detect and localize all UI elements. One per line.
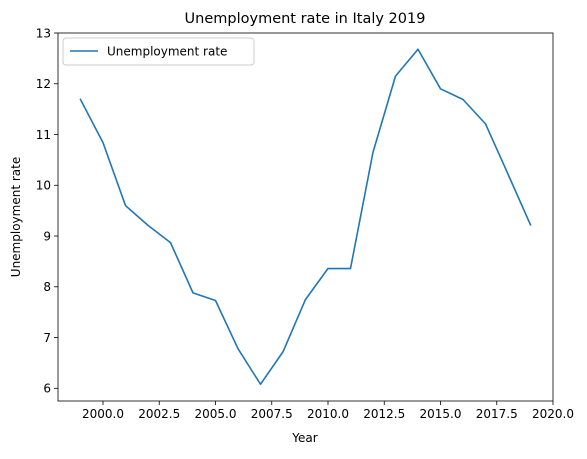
x-tick-label: 2000.0 <box>82 407 124 421</box>
y-tick-label: 6 <box>43 382 51 396</box>
y-tick-label: 10 <box>36 179 51 193</box>
y-axis-title: Unemployment rate <box>9 157 23 277</box>
x-axis-title: Year <box>291 431 317 445</box>
chart-title: Unemployment rate in Italy 2019 <box>185 11 426 27</box>
legend-label: Unemployment rate <box>107 45 227 59</box>
legend: Unemployment rate <box>63 38 254 65</box>
x-tick-label: 2002.5 <box>138 407 180 421</box>
x-tick-label: 2005.0 <box>195 407 237 421</box>
y-tick-label: 11 <box>36 128 51 142</box>
x-tick-label: 2017.5 <box>476 407 518 421</box>
y-tick-label: 8 <box>43 280 51 294</box>
x-tick-label: 2007.5 <box>251 407 293 421</box>
y-tick-label: 12 <box>36 77 51 91</box>
y-tick-label: 9 <box>43 229 51 243</box>
x-tick-label: 2010.0 <box>307 407 349 421</box>
y-tick-label: 13 <box>36 26 51 40</box>
x-tick-label: 2015.0 <box>420 407 462 421</box>
y-tick-label: 7 <box>43 331 51 345</box>
x-tick-label: 2012.5 <box>363 407 405 421</box>
x-tick-label: 2020.0 <box>532 407 574 421</box>
